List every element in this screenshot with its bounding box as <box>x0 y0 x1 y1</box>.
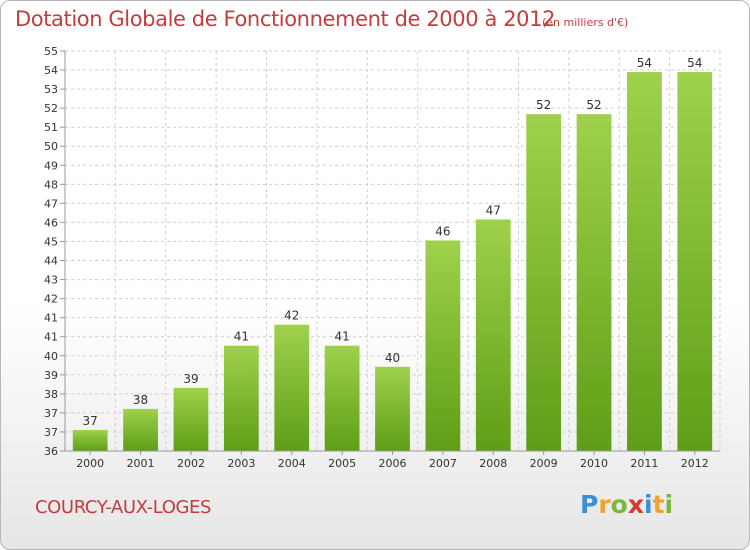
y-tick-label: 54 <box>44 64 58 77</box>
y-tick-label: 46 <box>44 216 58 229</box>
bar-value-label: 41 <box>234 330 249 344</box>
bar <box>223 345 259 451</box>
y-tick-label: 40 <box>44 350 58 363</box>
y-tick-label: 49 <box>44 159 58 172</box>
x-tick-label: 2011 <box>630 457 658 470</box>
bar-value-label: 38 <box>133 393 148 407</box>
bar <box>677 72 713 451</box>
y-tick-label: 55 <box>44 45 58 58</box>
bar <box>274 324 310 451</box>
chart-units: (en milliers d'€) <box>542 16 629 29</box>
y-tick-label: 41 <box>44 312 58 325</box>
x-tick-label: 2004 <box>278 457 306 470</box>
y-tick-label: 44 <box>44 255 58 268</box>
logo-letter: i <box>644 490 653 519</box>
y-tick-label: 38 <box>44 388 58 401</box>
logo-letter: P <box>580 490 599 519</box>
x-tick-label: 2012 <box>681 457 709 470</box>
bar-value-label: 41 <box>334 330 349 344</box>
bar-value-label: 40 <box>385 351 400 365</box>
bar <box>173 387 209 451</box>
x-tick-label: 2008 <box>479 457 507 470</box>
x-tick-label: 2010 <box>580 457 608 470</box>
bar-value-label: 54 <box>637 56 652 70</box>
y-tick-label: 53 <box>44 83 58 96</box>
commune-name: COURCY-AUX-LOGES <box>35 497 212 518</box>
bars: 37 38 39 41 42 41 40 46 47 52 52 54 54 <box>72 56 713 451</box>
bar <box>475 219 511 451</box>
bar <box>627 72 662 451</box>
bar-value-label: 52 <box>536 98 551 112</box>
x-tick-label: 2005 <box>328 457 356 470</box>
y-tick-label: 51 <box>44 121 58 134</box>
logo-letter: o <box>610 490 628 519</box>
bar-value-label: 52 <box>586 98 601 112</box>
y-tick-label: 37 <box>44 426 58 439</box>
bar-value-label: 46 <box>435 224 450 238</box>
logo-letter: i <box>664 490 674 519</box>
y-tick-label: 45 <box>44 235 58 248</box>
x-tick-label: 2003 <box>227 457 255 470</box>
bar-value-label: 37 <box>83 414 98 428</box>
bar <box>123 408 158 451</box>
x-tick-label: 2006 <box>379 457 407 470</box>
logo-letter: t <box>652 490 665 519</box>
proxiti-logo: Proxiti <box>580 490 673 519</box>
x-tick-label: 2000 <box>76 457 104 470</box>
logo-letter: r <box>598 490 611 519</box>
bar-value-label: 54 <box>687 56 702 70</box>
axes: 36 37 37 38 39 40 41 41 42 43 44 45 46 47 48 49 50 51 52 53… <box>44 45 720 470</box>
chart-title: Dotation Globale de Fonctionnement de 20… <box>15 7 556 31</box>
y-tick-label: 41 <box>44 331 58 344</box>
y-tick-label: 50 <box>44 140 58 153</box>
y-tick-label: 36 <box>44 445 58 458</box>
x-tick-label: 2001 <box>127 457 155 470</box>
y-tick-label: 43 <box>44 274 58 287</box>
x-tick-label: 2007 <box>429 457 457 470</box>
y-tick-label: 39 <box>44 369 58 382</box>
y-tick-label: 42 <box>44 293 58 306</box>
bar <box>375 366 410 451</box>
y-tick-label: 48 <box>44 178 58 191</box>
y-tick-label: 52 <box>44 102 58 115</box>
bar-value-label: 39 <box>183 372 198 386</box>
bar <box>425 240 461 451</box>
bar-value-label: 42 <box>284 309 299 323</box>
bar <box>576 114 612 451</box>
x-tick-label: 2009 <box>530 457 558 470</box>
y-tick-label: 47 <box>44 197 58 210</box>
bar <box>526 114 562 451</box>
bar <box>324 345 360 451</box>
bar-value-label: 47 <box>486 203 501 217</box>
x-tick-label: 2002 <box>177 457 205 470</box>
logo-letter: x <box>627 490 644 519</box>
bar <box>72 429 108 451</box>
y-tick-label: 37 <box>44 407 58 420</box>
